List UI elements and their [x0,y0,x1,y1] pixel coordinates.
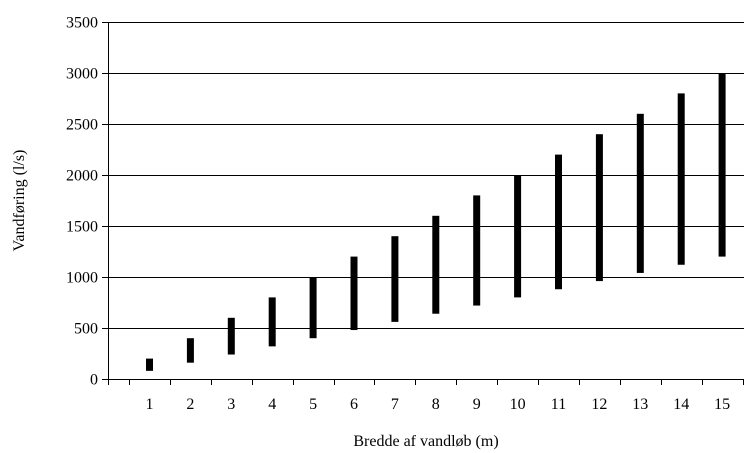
range-bars [146,73,726,371]
y-tick-label: 1000 [66,270,98,287]
y-tick-label: 1500 [66,219,98,236]
range-bar-11 [555,154,562,290]
range-bar-2 [186,338,194,363]
x-tick-label: 4 [268,396,276,413]
range-bar-9 [473,195,481,306]
x-tick-label: 8 [432,396,440,413]
x-tick-label: 12 [591,396,607,413]
x-tick-label: 14 [673,396,689,413]
range-bar-12 [595,134,603,282]
y-tick-label: 2000 [66,168,98,185]
y-tick-label: 2500 [66,117,98,134]
range-bar-3 [227,317,235,355]
x-tick-label: 10 [510,396,526,413]
range-bar-8 [432,215,440,314]
range-bar-4 [268,297,276,347]
x-tick-label: 9 [473,396,481,413]
x-tick-label: 2 [186,396,194,413]
x-tick-label: 13 [632,396,648,413]
y-tick-label: 500 [74,321,98,338]
y-axis-ticks: 0 500 1000 1500 2000 2500 3000 3500 [66,15,108,389]
range-bar-6 [350,256,358,331]
x-tick-label: 15 [714,396,730,413]
x-tick-label: 6 [350,396,358,413]
gridlines [108,22,744,329]
x-tick-label: 7 [391,396,399,413]
range-bar-7 [391,236,399,322]
range-bar-1 [146,358,153,371]
range-bar-13 [636,113,644,273]
y-tick-label: 0 [90,372,98,389]
y-tick-label: 3500 [66,15,98,32]
y-tick-label: 3000 [66,66,98,83]
x-tick-label: 5 [309,396,317,413]
range-bar-15 [718,73,726,257]
x-tick-label: 1 [146,396,154,413]
x-tick-label: 11 [551,396,566,413]
range-bar-10 [514,175,522,298]
x-axis-title: Bredde af vandløb (m) [353,433,498,450]
x-axis-ticks: 1 2 3 4 5 6 7 8 9 10 11 12 13 14 15 [129,379,744,413]
y-axis-title: Vandføring (l/s) [11,150,28,252]
range-bar-14 [677,93,685,265]
x-tick-label: 3 [227,396,235,413]
range-bar-5 [309,277,317,339]
